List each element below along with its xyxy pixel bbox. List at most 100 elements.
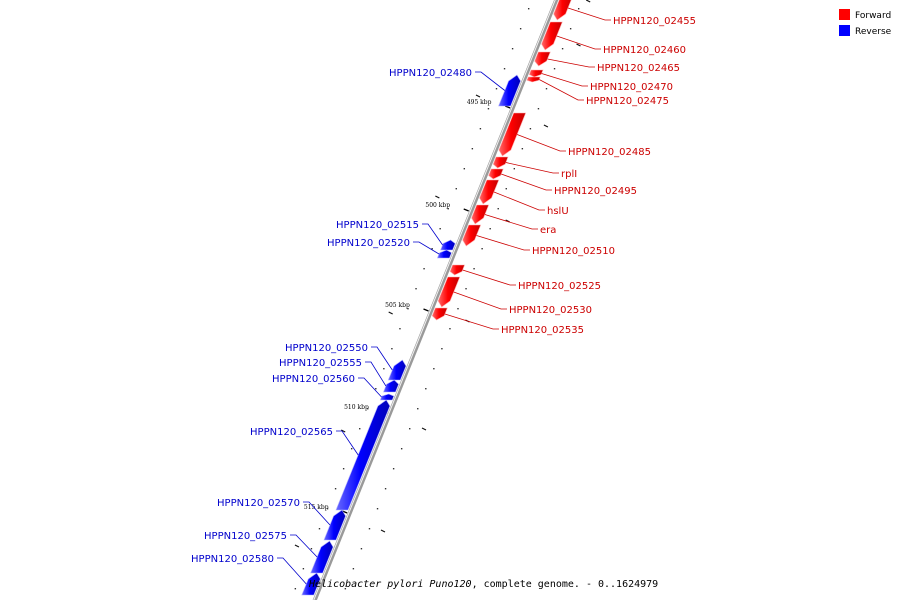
gene-feature[interactable] <box>383 379 399 393</box>
gene-label[interactable]: HPPN120_02485 <box>568 147 651 158</box>
gene-feature[interactable] <box>528 69 544 78</box>
gene-feature[interactable] <box>379 393 395 401</box>
gene-label[interactable]: rplI <box>561 169 577 180</box>
gene-label[interactable]: HPPN120_02570 <box>217 498 300 509</box>
minor-tick <box>367 408 369 410</box>
axis-tick <box>504 105 511 109</box>
minor-tick <box>543 124 549 128</box>
minor-tick <box>479 128 482 130</box>
minor-tick <box>431 248 433 250</box>
minor-tick <box>407 308 409 310</box>
gene-label[interactable]: HPPN120_02495 <box>554 186 637 197</box>
minor-tick <box>340 429 346 433</box>
minor-tick <box>352 568 355 570</box>
minor-tick <box>344 588 347 590</box>
label-leader <box>547 58 595 68</box>
minor-tick <box>380 529 386 533</box>
minor-tick <box>342 468 345 470</box>
gene-feature[interactable] <box>462 224 482 247</box>
genome-backbone <box>312 0 559 600</box>
gene-label[interactable]: HPPN120_02535 <box>501 325 584 336</box>
gene-label[interactable]: hslU <box>547 206 569 217</box>
gene-feature[interactable] <box>471 204 490 225</box>
minor-tick <box>553 68 556 70</box>
label-leader <box>539 79 584 101</box>
minor-tick <box>447 208 449 210</box>
gene-label[interactable]: HPPN120_02475 <box>586 96 669 107</box>
minor-tick <box>400 448 403 450</box>
gene-feature[interactable] <box>440 239 456 251</box>
gene-feature[interactable] <box>534 51 551 67</box>
gene-label[interactable]: HPPN120_02515 <box>336 220 419 231</box>
minor-tick <box>569 28 572 30</box>
gene-label[interactable]: HPPN120_02575 <box>204 531 287 542</box>
label-leader <box>371 346 393 371</box>
gene-label[interactable]: HPPN120_02565 <box>250 427 333 438</box>
gene-feature[interactable] <box>541 21 563 51</box>
gene-label[interactable]: HPPN120_02560 <box>272 374 355 385</box>
axis-tick-label: 505 kbp <box>385 302 410 309</box>
label-leader <box>476 235 530 251</box>
gene-feature[interactable] <box>498 112 527 157</box>
gene-feature[interactable] <box>449 264 466 276</box>
gene-label[interactable]: HPPN120_02530 <box>509 305 592 316</box>
gene-feature[interactable] <box>301 572 321 596</box>
label-leader <box>453 291 507 310</box>
gene-label[interactable]: HPPN120_02470 <box>590 82 673 93</box>
minor-tick <box>423 268 425 270</box>
gene-label[interactable]: HPPN120_02555 <box>279 358 362 369</box>
minor-tick <box>585 0 591 3</box>
gene-label[interactable]: HPPN120_02510 <box>532 246 615 257</box>
gene-feature[interactable] <box>335 399 391 511</box>
gene-feature[interactable] <box>431 307 448 321</box>
axis-ticks: 495 kbp 500 kbp 505 kbp 510 kbp 515 kbp <box>304 99 511 514</box>
gene-feature[interactable] <box>479 179 500 205</box>
gene-label[interactable]: HPPN120_02525 <box>518 281 601 292</box>
label-leader <box>462 269 516 286</box>
minor-tick <box>433 368 435 370</box>
axis-tick-label: 510 kbp <box>344 404 369 411</box>
gene-feature[interactable] <box>492 156 509 169</box>
gene-feature[interactable] <box>488 168 504 180</box>
label-leader <box>365 361 387 387</box>
minor-tick <box>421 427 427 431</box>
label-leader <box>444 313 499 330</box>
minor-tick <box>511 48 514 50</box>
minor-tick <box>388 311 393 315</box>
minor-tick <box>497 208 499 210</box>
gene-feature[interactable] <box>437 276 461 308</box>
gene-feature[interactable] <box>323 509 346 541</box>
minor-tick <box>294 588 297 590</box>
minor-tick <box>415 288 417 290</box>
gene-feature[interactable] <box>498 74 521 107</box>
gene-label[interactable]: HPPN120_02580 <box>191 554 274 565</box>
gene-label[interactable]: HPPN120_02465 <box>597 63 680 74</box>
minor-tick <box>441 348 443 350</box>
gene-label[interactable]: HPPN120_02460 <box>603 45 686 56</box>
minor-tick <box>383 368 385 370</box>
gene-label[interactable]: HPPN120_02480 <box>389 68 472 79</box>
minor-tick <box>503 68 506 70</box>
minor-tick <box>409 428 411 430</box>
minor-tick <box>435 195 440 199</box>
minor-tick <box>384 488 387 490</box>
gene-label[interactable]: HPPN120_02550 <box>285 343 368 354</box>
legend: Forward Reverse <box>839 9 892 37</box>
gene-label[interactable]: HPPN120_02520 <box>327 238 410 249</box>
gene-label[interactable]: HPPN120_02455 <box>613 16 696 27</box>
gene-feature[interactable] <box>526 76 541 83</box>
caption-organism: Helicobacter pylori Puno120 <box>308 579 472 590</box>
gene-feature[interactable] <box>553 0 573 21</box>
minor-tick <box>537 108 540 110</box>
gene-feature[interactable] <box>436 249 452 259</box>
minor-tick <box>487 108 490 110</box>
minor-tick <box>302 568 305 570</box>
gene-features <box>301 0 573 596</box>
label-leader <box>358 377 382 398</box>
minor-tick <box>399 328 401 330</box>
label-leader <box>303 501 331 526</box>
gene-labels: HPPN120_02455 HPPN120_02460 HPPN120_02465 H… <box>191 16 696 565</box>
minor-tick <box>521 148 524 150</box>
gene-label[interactable]: era <box>540 225 556 236</box>
